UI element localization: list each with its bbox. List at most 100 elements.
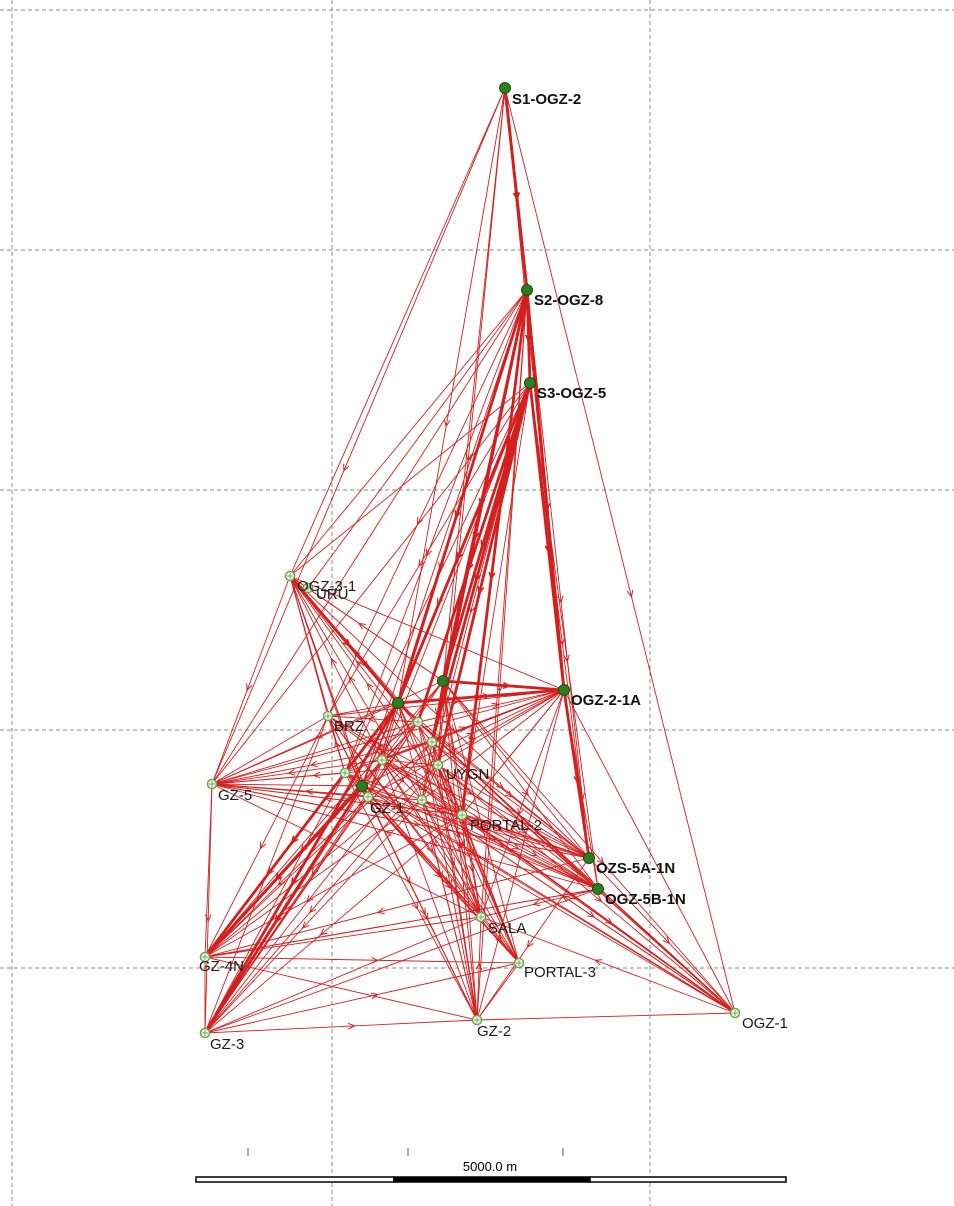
- observation-line: [211, 721, 419, 785]
- station-ce[interactable]: [356, 780, 368, 792]
- station-crosshair: [305, 585, 311, 591]
- observation-line: [327, 289, 528, 717]
- observation-line: [327, 715, 346, 774]
- observation-line: [562, 689, 591, 859]
- station-uygn[interactable]: [432, 759, 444, 771]
- station-cf[interactable]: [376, 754, 388, 766]
- direction-arrow: [290, 835, 299, 845]
- station-s2[interactable]: [521, 284, 533, 296]
- station-brz[interactable]: [322, 710, 334, 722]
- station-cd[interactable]: [426, 736, 438, 748]
- observation-line: [437, 764, 736, 1014]
- direction-arrow: [376, 907, 385, 915]
- station-marker: [592, 883, 604, 895]
- station-portal3[interactable]: [513, 957, 525, 969]
- observation-line: [437, 764, 478, 1021]
- observation-line: [367, 796, 482, 918]
- direction-arrow: [277, 878, 286, 886]
- observation-line: [367, 721, 419, 798]
- observation-line: [476, 916, 482, 1021]
- observation-line: [442, 87, 506, 682]
- direction-arrow: [412, 820, 421, 827]
- stations: [199, 82, 741, 1039]
- direction-arrow: [376, 743, 385, 751]
- direction-arrow: [274, 873, 283, 882]
- observation-line: [203, 785, 364, 958]
- station-crosshair: [287, 573, 293, 579]
- station-ogz31[interactable]: [284, 570, 296, 582]
- station-gz2[interactable]: [471, 1014, 483, 1026]
- observation-line: [344, 289, 528, 774]
- observation-line: [480, 888, 599, 918]
- observation-line: [476, 857, 590, 1021]
- observation-line: [211, 715, 329, 785]
- station-s1[interactable]: [499, 82, 511, 94]
- station-crosshair: [435, 762, 441, 768]
- direction-arrow: [491, 702, 500, 709]
- station-sala[interactable]: [475, 911, 487, 923]
- direction-arrow: [370, 992, 379, 1000]
- observation-line: [421, 799, 736, 1014]
- station-s3[interactable]: [524, 377, 536, 389]
- observation-line: [204, 764, 439, 958]
- direction-arrow: [312, 771, 321, 779]
- station-label: PORTAL-3: [524, 964, 596, 981]
- station-label: OGZ-2-1A: [571, 692, 641, 709]
- direction-arrow: [426, 548, 433, 557]
- direction-arrow: [367, 715, 376, 723]
- station-gz5[interactable]: [206, 778, 218, 790]
- direction-arrow: [456, 551, 464, 561]
- observation-line: [431, 741, 599, 890]
- observation-line: [396, 289, 529, 704]
- station-ca[interactable]: [392, 697, 404, 709]
- station-portal2[interactable]: [456, 809, 468, 821]
- observation-line: [344, 772, 478, 1021]
- station-label: OGZ-5B-1N: [605, 891, 686, 908]
- observation-line: [204, 741, 433, 958]
- station-gz4n[interactable]: [199, 951, 211, 963]
- observation-line: [367, 702, 399, 798]
- direction-arrow: [290, 877, 298, 887]
- direction-arrow: [443, 419, 451, 428]
- direction-arrow: [301, 921, 310, 929]
- observation-line: [204, 814, 463, 1034]
- station-ogz5b[interactable]: [592, 883, 604, 895]
- scale-bar-segment: [589, 1176, 787, 1183]
- observation-line: [204, 962, 520, 1034]
- scale-bar-segment: [195, 1176, 395, 1183]
- direction-arrow: [424, 766, 431, 776]
- direction-arrow: [475, 962, 483, 970]
- station-ogz21a[interactable]: [558, 684, 570, 696]
- direction-arrow: [477, 586, 485, 595]
- observation-line: [381, 759, 590, 859]
- observation-line: [307, 289, 528, 589]
- observation-line: [367, 796, 599, 890]
- observation-line: [529, 382, 599, 890]
- station-gz1[interactable]: [362, 791, 374, 803]
- observation-line: [421, 799, 482, 918]
- station-uru[interactable]: [302, 582, 314, 594]
- station-label: GZ-3: [210, 1036, 244, 1053]
- direction-arrow: [404, 876, 411, 885]
- station-cb[interactable]: [437, 675, 449, 687]
- direction-arrow: [626, 589, 634, 599]
- observation-line: [442, 680, 520, 964]
- station-gz3[interactable]: [199, 1027, 211, 1039]
- direction-arrow: [532, 899, 541, 907]
- observation-line: [461, 814, 482, 918]
- observation-line: [461, 814, 736, 1014]
- station-cg[interactable]: [339, 767, 351, 779]
- observation-line: [211, 783, 463, 816]
- station-ozs5a[interactable]: [583, 852, 595, 864]
- station-cc[interactable]: [412, 716, 424, 728]
- direction-arrow: [512, 192, 520, 202]
- observation-line: [397, 688, 565, 705]
- station-ogz1[interactable]: [729, 1007, 741, 1019]
- observation-line: [327, 715, 520, 964]
- station-ch[interactable]: [416, 794, 428, 806]
- observation-line: [436, 382, 532, 766]
- observation-line: [289, 575, 383, 761]
- station-marker: [392, 697, 404, 709]
- observation-line: [211, 680, 444, 785]
